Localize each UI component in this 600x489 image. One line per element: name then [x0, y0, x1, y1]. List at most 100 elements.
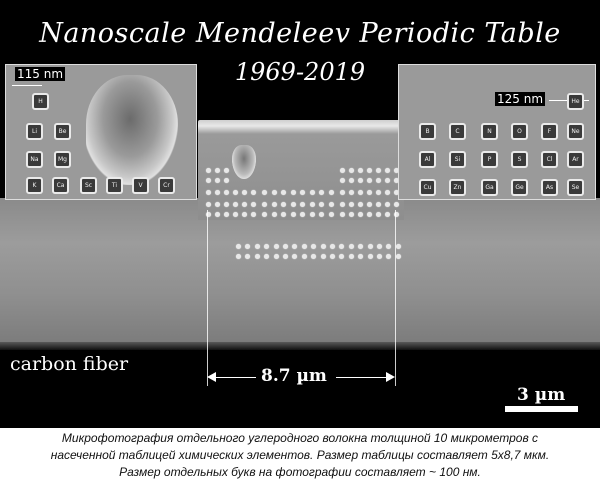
table-dot	[395, 244, 401, 249]
element-cell-n: N	[481, 123, 498, 140]
table-dot	[358, 244, 364, 249]
table-dot	[292, 244, 298, 249]
element-cell-f: F	[541, 123, 558, 140]
table-dot	[385, 212, 390, 217]
table-dot	[271, 190, 277, 195]
table-dot	[385, 190, 390, 195]
table-dot	[206, 202, 211, 207]
table-dot	[283, 244, 288, 249]
table-dot	[328, 190, 334, 195]
element-cell-ge: Ge	[511, 179, 528, 196]
table-dot	[367, 190, 372, 195]
table-dot	[367, 168, 372, 173]
table-dot	[348, 254, 354, 259]
table-dot	[358, 168, 363, 173]
table-dot	[340, 190, 345, 195]
mendeleev-portrait-small	[232, 145, 256, 179]
caption-line-3: Размер отдельных букв на фотографии сост…	[119, 465, 481, 479]
table-dot	[215, 212, 220, 217]
table-dot	[358, 190, 363, 195]
element-cell-na: Na	[26, 151, 43, 168]
table-dot	[281, 202, 286, 207]
table-dot	[358, 212, 363, 217]
table-dot	[309, 202, 315, 207]
element-cell-k: K	[26, 177, 43, 194]
table-dot	[242, 212, 247, 217]
right-inset-zoom: 125 nm He B C N O F Ne Al Si P S Cl Ar Cu Zn Ga Ge As Se	[398, 64, 596, 200]
element-cell-ne: Ne	[567, 123, 584, 140]
left-inset-zoom: 115 nm H Li Be Na Mg K Ca Sc Ti V Cr	[5, 64, 197, 200]
table-dot	[290, 202, 296, 207]
table-dot	[262, 212, 267, 217]
table-dot	[358, 178, 363, 183]
table-dot	[309, 212, 315, 217]
table-dot	[367, 202, 372, 207]
table-dot	[301, 244, 307, 249]
table-dot	[233, 212, 238, 217]
table-dot	[385, 168, 390, 173]
element-cell-al: Al	[419, 151, 436, 168]
caption: Микрофотография отдельного углеродного в…	[0, 430, 600, 481]
element-cell-o: O	[511, 123, 528, 140]
table-dot	[328, 212, 334, 217]
table-dot	[281, 212, 286, 217]
table-dot	[394, 202, 399, 207]
table-dot	[206, 178, 211, 183]
element-cell-li: Li	[26, 123, 43, 140]
scale-bar	[505, 406, 578, 412]
element-cell-p: P	[481, 151, 498, 168]
table-dot	[340, 178, 345, 183]
table-dot	[349, 190, 354, 195]
scale-bar-label: 3 µm	[517, 385, 566, 405]
table-dot	[281, 190, 286, 195]
table-dot	[376, 178, 381, 183]
left-size-arrow	[12, 85, 42, 86]
carbon-fiber-surface	[0, 198, 600, 348]
table-dot	[271, 202, 277, 207]
years-label: 1969-2019	[234, 58, 366, 86]
table-dot	[376, 212, 381, 217]
table-dot	[292, 254, 298, 259]
table-dot	[224, 202, 229, 207]
table-dot	[224, 212, 229, 217]
table-dot	[262, 190, 267, 195]
table-dot	[394, 212, 399, 217]
table-dot	[254, 244, 260, 249]
table-dot	[376, 168, 381, 173]
table-dot	[376, 190, 381, 195]
table-dot	[242, 190, 247, 195]
table-dot	[215, 168, 220, 173]
table-dot	[300, 190, 305, 195]
right-size-label: 125 nm	[495, 92, 546, 106]
element-cell-as: As	[541, 179, 558, 196]
width-arrow-left-head	[207, 372, 216, 382]
left-size-label: 115 nm	[15, 67, 66, 81]
table-dot	[394, 168, 399, 173]
table-dot	[320, 254, 326, 259]
table-dot	[309, 190, 315, 195]
width-left-guide	[207, 210, 208, 386]
table-dot	[215, 178, 220, 183]
caption-line-2: насеченной таблицей химических элементов…	[50, 448, 550, 462]
table-dot	[377, 254, 382, 259]
table-dot	[233, 190, 238, 195]
element-cell-h: H	[32, 93, 49, 110]
carbon-fiber-label: carbon fiber	[10, 353, 129, 375]
table-dot	[206, 212, 211, 217]
table-dot	[349, 178, 354, 183]
element-cell-ti: Ti	[106, 177, 123, 194]
table-dot	[264, 254, 270, 259]
table-dot	[273, 254, 279, 259]
table-dot	[340, 212, 345, 217]
table-dot	[367, 244, 373, 249]
table-dot	[236, 254, 241, 259]
table-dot	[376, 202, 381, 207]
element-cell-ca: Ca	[52, 177, 69, 194]
table-dot	[215, 190, 220, 195]
table-dot	[311, 254, 317, 259]
table-width-label: 8.7 µm	[261, 366, 327, 386]
table-dot	[319, 190, 324, 195]
width-arrow-right-line	[336, 377, 390, 378]
table-dot	[311, 244, 317, 249]
